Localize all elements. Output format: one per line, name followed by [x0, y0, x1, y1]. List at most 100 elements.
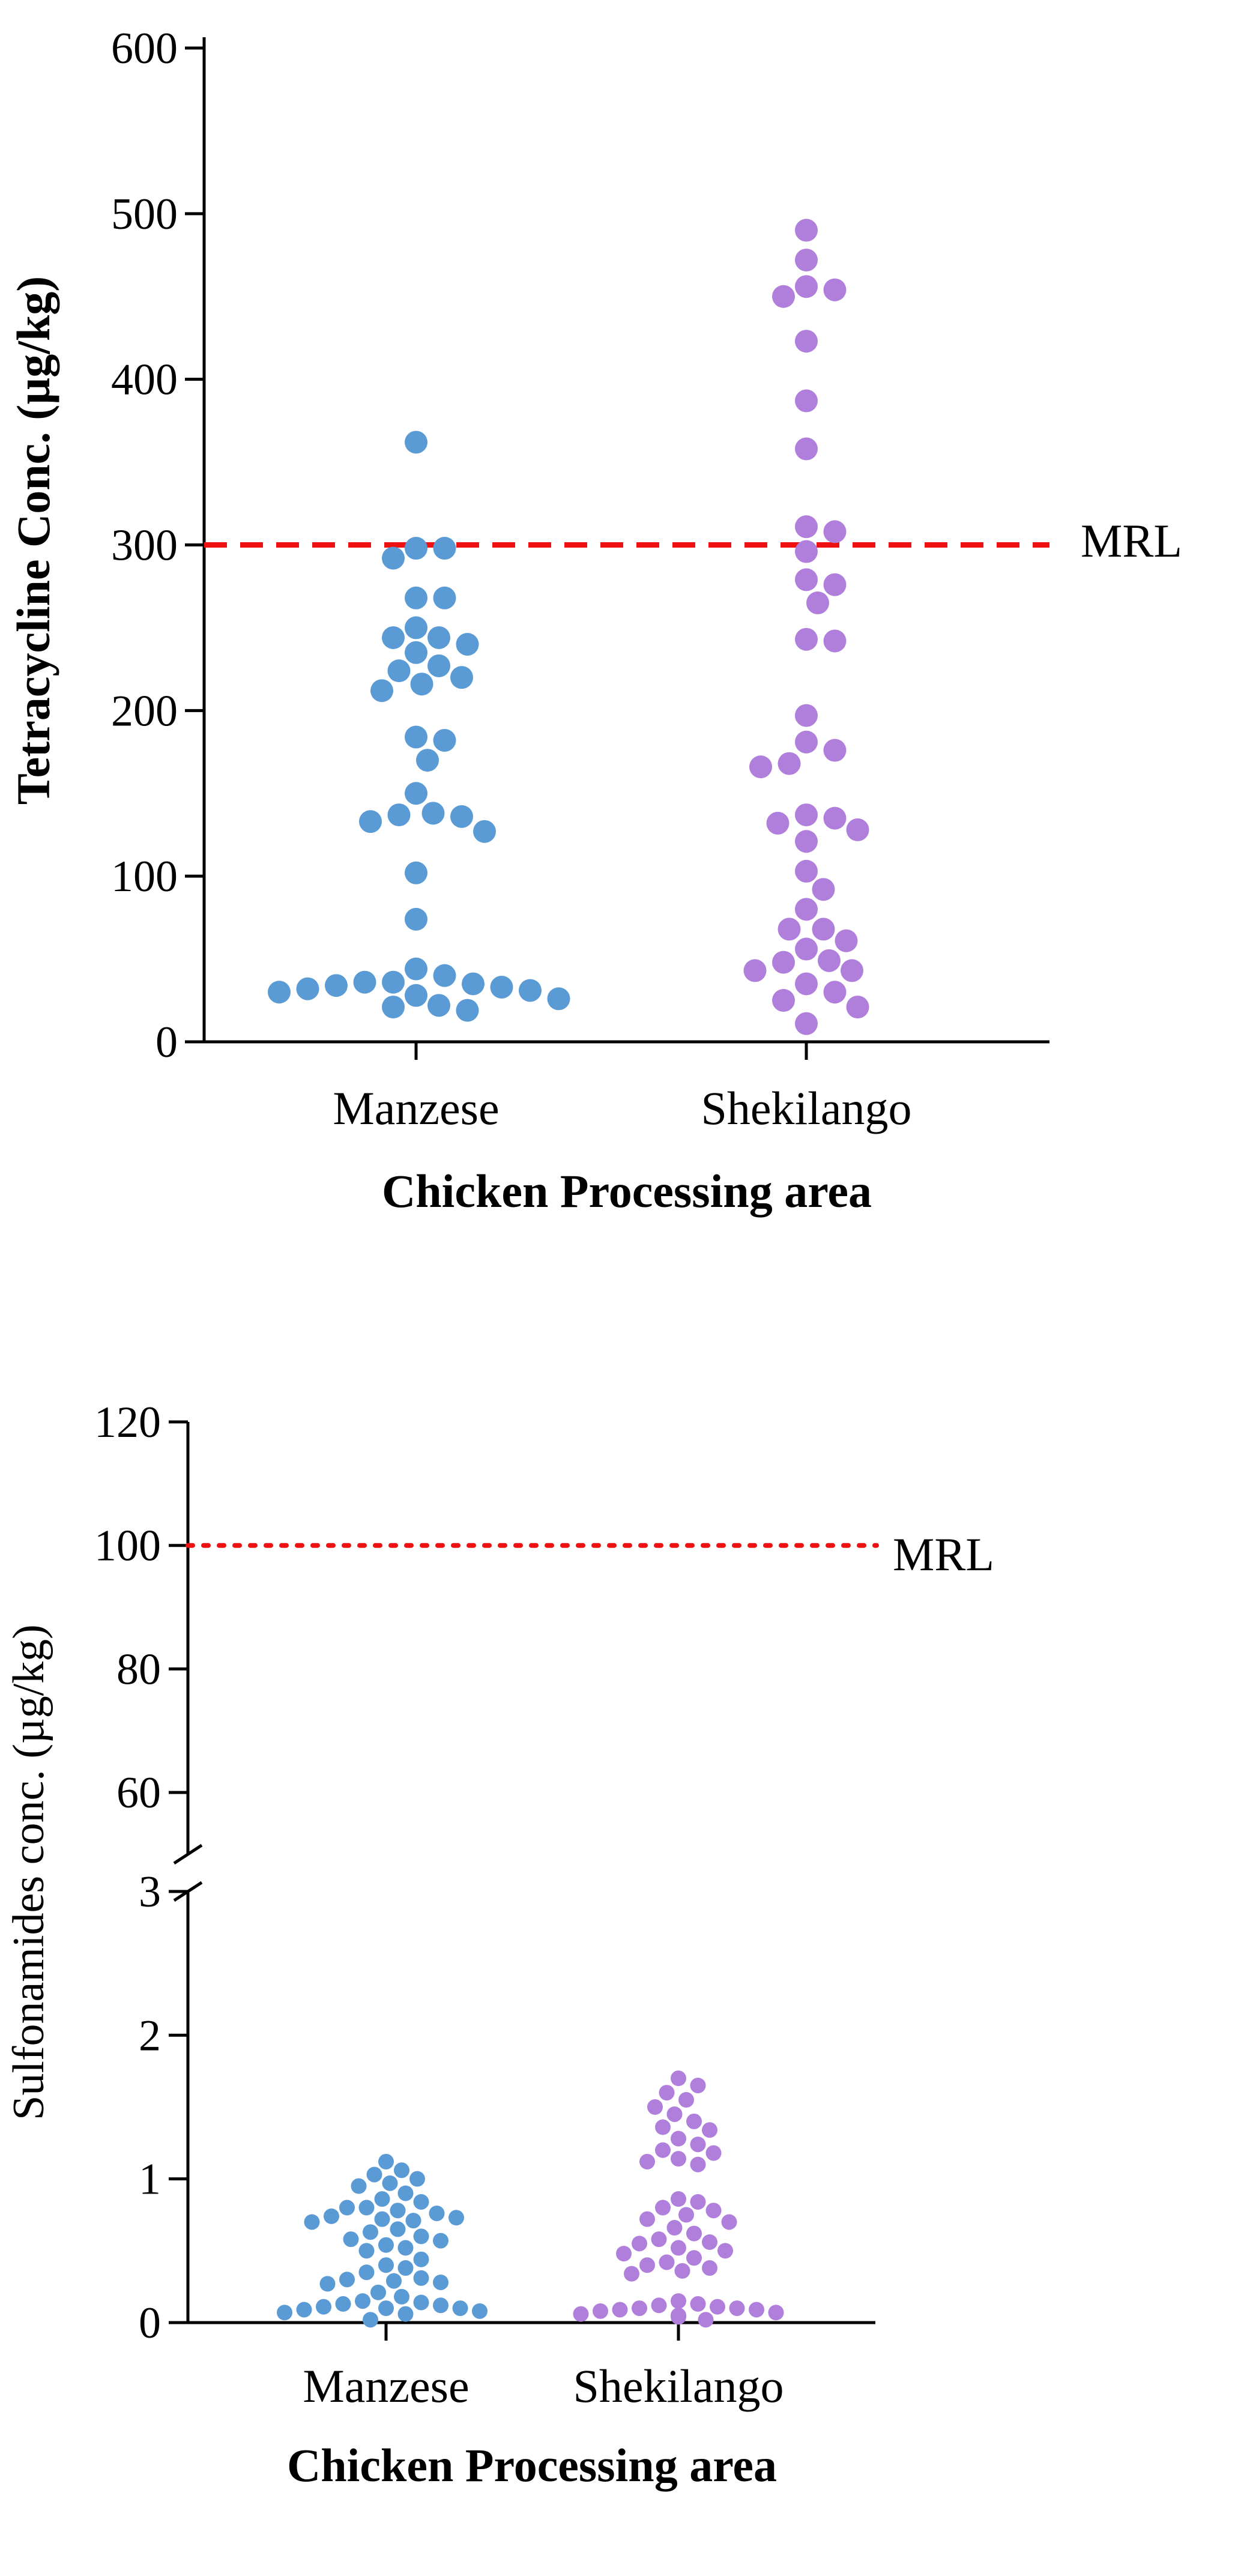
point-shekilango-20 [749, 755, 772, 779]
point-shekilango-7 [795, 437, 818, 461]
y-tick-label-60: 60 [116, 1768, 161, 1818]
point-manzese-8 [413, 2194, 429, 2210]
point-manzese-37 [355, 2293, 370, 2309]
point-manzese-13 [324, 2208, 339, 2224]
point-shekilango-13 [671, 2151, 686, 2167]
point-shekilango-6 [686, 2113, 702, 2129]
y-tick-label-3: 3 [139, 1867, 161, 1917]
point-shekilango-8 [702, 2122, 717, 2138]
point-shekilango-6 [795, 389, 818, 413]
point-manzese-2 [433, 537, 456, 560]
point-manzese-27 [405, 957, 427, 981]
point-shekilango-27 [812, 878, 835, 901]
point-manzese-21 [343, 2231, 359, 2248]
point-shekilango-12 [705, 2145, 722, 2161]
point-manzese-36 [394, 2288, 409, 2305]
point-shekilango-34 [772, 951, 795, 974]
point-manzese-18 [416, 749, 439, 772]
y-tick-label-120: 120 [94, 1398, 161, 1447]
point-manzese-10 [339, 2200, 355, 2216]
point-manzese-12 [387, 659, 411, 683]
point-shekilango-1 [690, 2078, 706, 2094]
point-shekilango-5 [666, 2106, 683, 2122]
point-manzese-26 [413, 2251, 429, 2267]
point-manzese-30 [353, 970, 376, 994]
point-shekilango-11 [795, 568, 818, 591]
point-manzese-16 [405, 2213, 421, 2229]
point-manzese-23 [378, 2237, 394, 2253]
point-manzese-4 [405, 586, 427, 609]
y-tick-label-80: 80 [116, 1645, 161, 1694]
point-shekilango-22 [721, 2214, 737, 2230]
point-shekilango-18 [655, 2200, 671, 2216]
mrl-label: MRL [893, 1528, 994, 1580]
y-tick-label-300: 300 [111, 521, 178, 570]
point-manzese-28 [397, 2260, 414, 2276]
point-manzese-3 [409, 2171, 425, 2187]
x-axis-title: Chicken Processing area [382, 1165, 872, 1217]
point-shekilango-3 [823, 278, 847, 301]
point-shekilango-13 [806, 591, 829, 615]
point-manzese-4 [382, 2175, 398, 2191]
point-manzese-3 [382, 546, 405, 570]
point-shekilango-24 [846, 818, 869, 841]
point-shekilango-41 [632, 2300, 647, 2317]
point-manzese-9 [456, 633, 479, 656]
point-manzese-35 [519, 979, 542, 1002]
point-manzese-6 [405, 616, 427, 639]
point-shekilango-35 [841, 959, 863, 982]
point-shekilango-22 [823, 806, 847, 830]
point-shekilango-39 [772, 989, 795, 1012]
point-shekilango-2 [795, 275, 818, 298]
point-shekilango-41 [795, 1012, 818, 1035]
x-category-label-manzese: Manzese [303, 2360, 469, 2412]
y-tick-label-0: 0 [156, 1018, 178, 1067]
point-manzese-48 [363, 2312, 378, 2328]
point-manzese-6 [397, 2185, 414, 2201]
data-points [277, 2070, 784, 2328]
point-shekilango-28 [795, 898, 818, 921]
point-shekilango-38 [690, 2296, 706, 2312]
point-shekilango-26 [702, 2234, 717, 2250]
sulfonamides-panel: 0 1 2 3 60 80 100 120 Manzese Shekilango Chicke… [4, 1398, 994, 2491]
point-manzese-26 [405, 907, 427, 931]
point-manzese-20 [413, 2228, 429, 2245]
y-tick-label-0: 0 [139, 2299, 161, 2348]
mrl-label: MRL [1081, 515, 1182, 567]
point-manzese-39 [427, 994, 450, 1017]
point-shekilango-38 [823, 981, 847, 1004]
point-shekilango-10 [690, 2136, 706, 2153]
point-shekilango-4 [772, 285, 795, 308]
point-manzese-19 [405, 782, 427, 805]
tetracycline-panel: 0 100 200 300 400 500 600 Manzese Shekilango C… [7, 24, 1182, 1217]
y-tick-group: 0 100 200 300 400 500 600 [111, 24, 204, 1067]
point-manzese-41 [456, 999, 479, 1022]
point-manzese-33 [433, 2274, 448, 2290]
point-manzese-39 [335, 2296, 351, 2312]
point-shekilango-49 [671, 2309, 686, 2325]
point-shekilango-40 [710, 2299, 725, 2315]
point-manzese-17 [304, 2214, 320, 2230]
point-manzese-7 [427, 626, 450, 649]
point-shekilango-2 [659, 2085, 675, 2101]
point-shekilango-25 [651, 2231, 667, 2248]
point-manzese-13 [450, 666, 473, 689]
point-manzese-17 [433, 728, 456, 752]
point-shekilango-31 [835, 929, 858, 952]
point-shekilango-46 [768, 2305, 784, 2321]
point-shekilango-42 [729, 2300, 745, 2317]
point-shekilango-25 [795, 830, 818, 853]
y-tick-label-600: 600 [111, 24, 178, 73]
y-tick-label-100: 100 [94, 1522, 161, 1571]
point-manzese-11 [390, 2203, 406, 2219]
point-shekilango-47 [573, 2306, 589, 2322]
point-manzese-41 [316, 2299, 331, 2315]
point-manzese-29 [382, 970, 405, 994]
point-shekilango-8 [795, 515, 818, 539]
point-manzese-0 [405, 431, 427, 454]
point-shekilango-37 [795, 972, 818, 996]
point-manzese-47 [397, 2306, 414, 2322]
point-shekilango-23 [666, 2220, 683, 2236]
y-axis-title: Tetracycline Conc. (µg/kg) [7, 276, 59, 805]
